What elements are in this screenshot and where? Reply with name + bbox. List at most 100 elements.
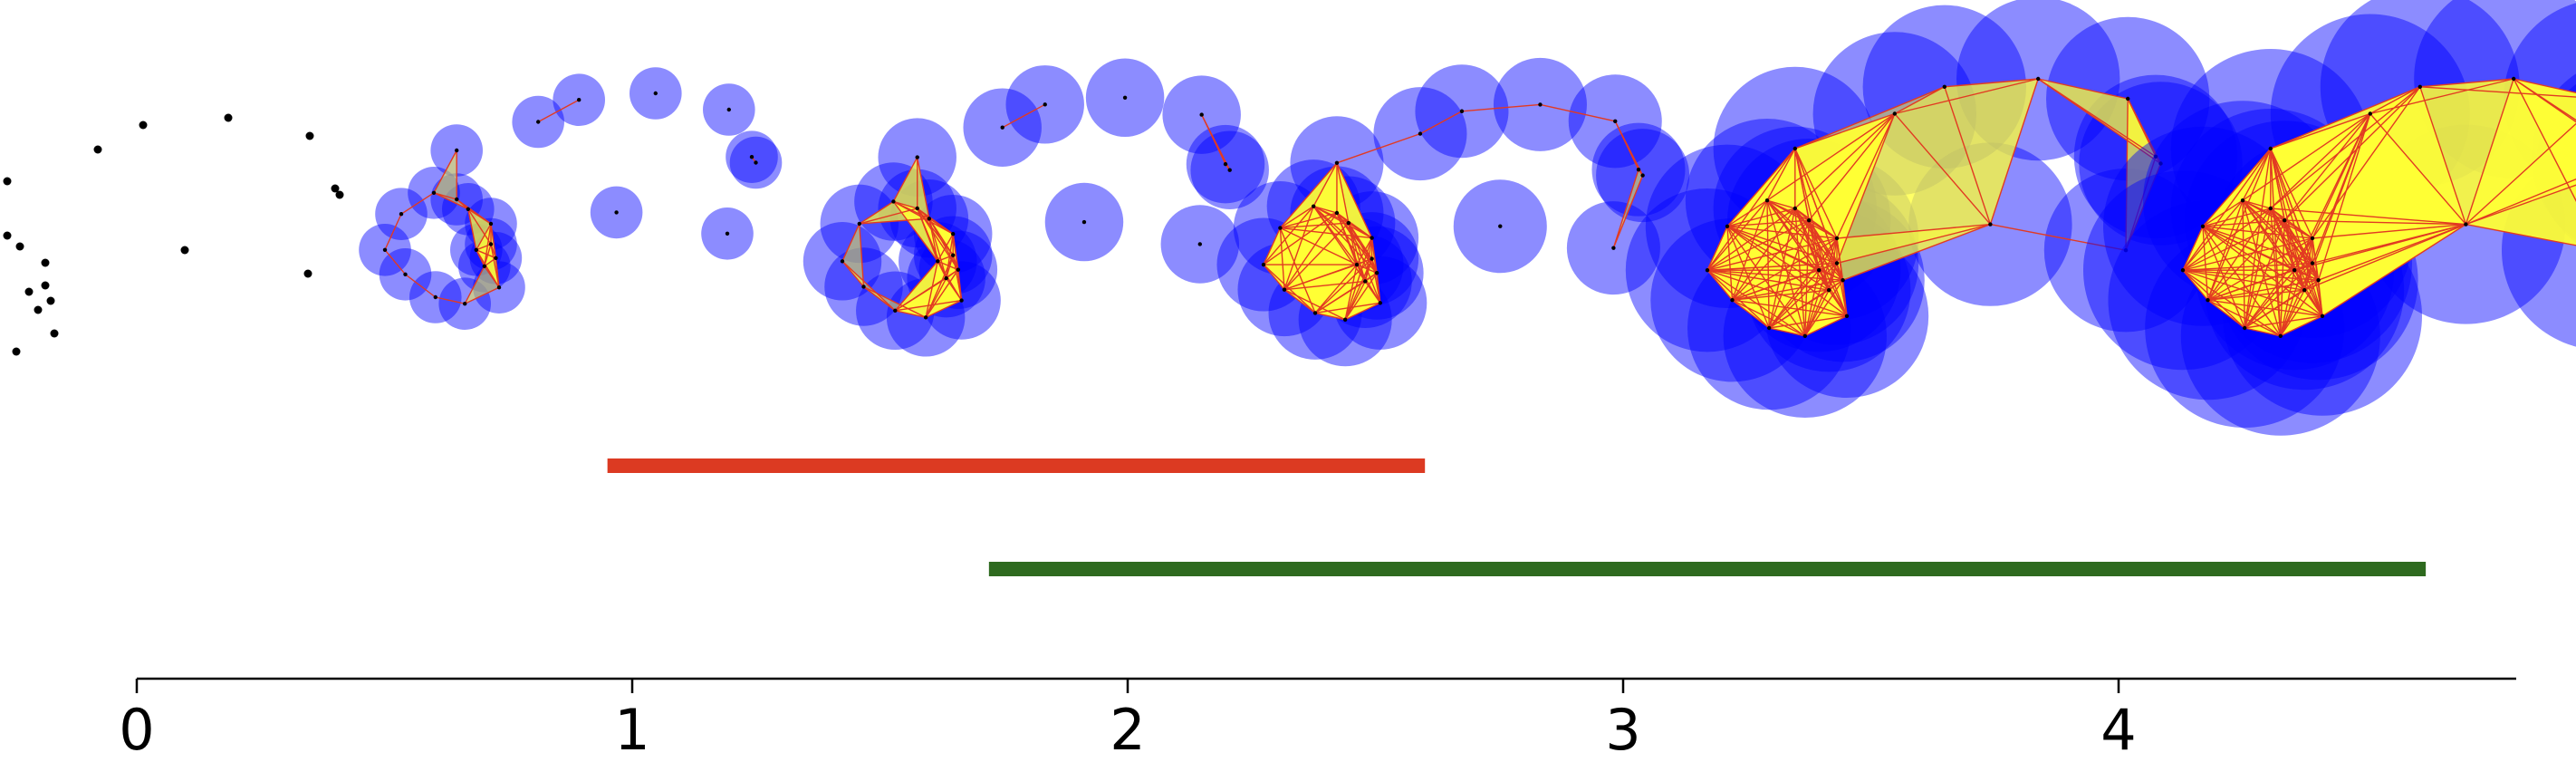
edge [1794,148,1838,239]
edge [1818,262,1838,271]
edge [2270,148,2313,264]
point [2368,111,2372,116]
point [891,199,896,204]
edge [2419,78,2514,88]
point [726,107,731,112]
edge [1769,315,1848,329]
edge [1808,219,1848,317]
edge [490,244,500,288]
edge [2465,78,2514,225]
edge [1283,289,1316,314]
point [41,258,50,267]
edge [2182,269,2209,301]
edge [1279,162,1338,229]
edge [2270,207,2313,264]
edge [2244,262,2313,329]
edge [1836,113,1896,264]
point [1636,167,1641,172]
point [1459,109,1465,113]
edge [1540,103,1616,122]
edge [2284,219,2466,226]
edge [1842,223,1991,281]
edge [1732,289,1830,301]
point [2206,298,2210,303]
edge [384,213,402,251]
tick-label: 3 [1605,697,1640,763]
edge [2206,148,2272,301]
edge [490,223,497,258]
point [3,177,12,186]
point [382,247,388,252]
point [956,267,961,272]
edge [1314,258,1373,314]
point [1892,111,1897,116]
edge [894,269,959,312]
complex [2182,78,2576,337]
point [1613,119,1618,123]
point [2180,268,2186,273]
edge [464,265,485,304]
edge [2280,315,2323,337]
edge [1808,220,1830,291]
edge [2244,327,2281,337]
triangle [1837,113,1991,264]
point [861,285,866,289]
point [463,302,467,306]
edge [892,157,918,202]
edge [467,208,492,245]
edge [484,265,500,288]
panel-radius-medium-large [1216,57,1690,367]
point [725,231,730,236]
point [1334,210,1340,216]
edge [476,249,496,259]
edge [1314,272,1378,314]
edge [1766,199,1795,209]
point [1342,317,1348,322]
edge [1356,257,1372,265]
point [41,281,50,290]
point [1197,242,1203,246]
point [614,210,619,215]
point [1312,204,1316,208]
edge [2283,219,2320,281]
point [857,221,861,227]
point [3,231,12,240]
triangle [2270,86,2420,221]
edge [2202,219,2285,227]
edge [1612,169,1639,248]
edge [1808,219,1838,239]
edge [2202,199,2244,227]
edge [2283,113,2371,221]
edge [946,277,963,301]
edge [2125,98,2129,251]
edge [2312,113,2371,264]
edge [1818,269,1843,281]
edge [1726,219,1810,227]
point [1834,261,1840,265]
point [1374,271,1379,275]
triangle [2312,224,2466,316]
edge [1706,199,1768,271]
edge [1280,227,1358,265]
edge [1894,86,1946,115]
edge [1836,223,1991,265]
edge [1894,113,1991,226]
panel-radius-largest [2083,0,2576,436]
edge [1794,86,1946,150]
point [936,259,940,264]
edge [1336,132,1421,164]
edge [1344,264,1358,320]
edge [1766,148,1796,201]
edge [952,255,963,301]
point [1223,161,1228,167]
edge [2283,220,2305,291]
edge [1706,226,1728,271]
point [951,253,956,257]
edge [2270,207,2282,336]
edge [2270,112,2371,150]
edge [863,285,927,318]
edge [2513,78,2576,203]
edge [1990,223,2127,251]
bar-red [607,458,1426,473]
